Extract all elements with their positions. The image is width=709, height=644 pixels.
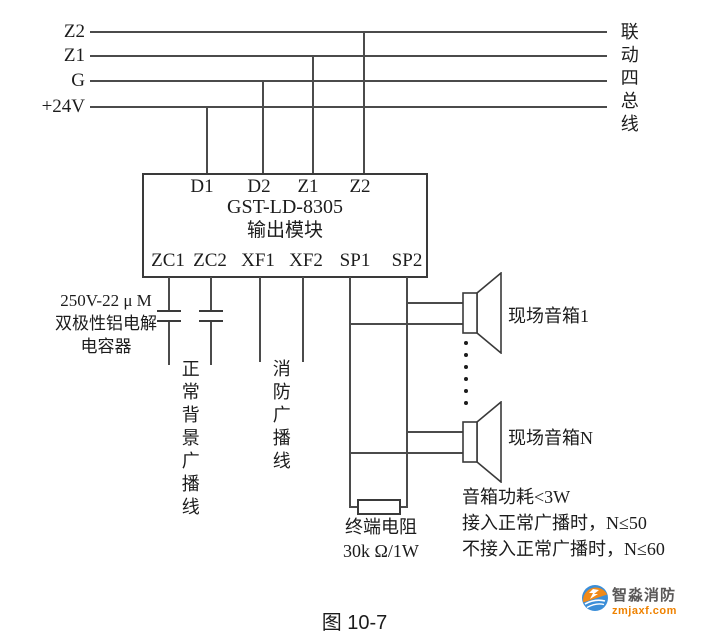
wire-d2-drop [262,81,264,173]
zhimiao-logo-icon [582,585,608,611]
module-box [142,173,428,278]
speaker1-icon [462,272,502,354]
module-model: GST-LD-8305 [227,196,343,218]
wire-xf1 [259,277,261,362]
wire-d1-drop [206,107,208,173]
bus-label-z1: Z1 [63,45,85,66]
wire-zc2-lower [210,322,212,365]
note-without-normal: 不接入正常广播时，N≤60 [462,539,665,559]
speakerN-icon [462,401,502,483]
wire-xf2 [302,277,304,362]
zhimiao-logo: 智淼消防 zmjaxf.com [581,584,677,617]
terminal-sp1: SP1 [339,250,371,271]
capacitor2-icon [199,320,223,322]
bus-side-label: 联动四总线 [618,22,639,137]
note-with-normal: 接入正常广播时，N≤50 [462,513,647,533]
capacitor2-icon [199,310,223,312]
bus-line-g [90,80,607,82]
wire-sp2 [406,277,408,508]
wire-speakerN-bottom [350,452,463,454]
terminal-zc1: ZC1 [151,250,185,271]
bus-line-z1 [90,55,607,57]
terminal-sp2: SP2 [391,250,423,271]
bus-label-z2: Z2 [63,21,85,42]
terminal-xf2: XF2 [289,250,323,271]
wire-zc1-upper [168,277,170,310]
terminal-d2: D2 [247,176,271,197]
ellipsis-dots [464,341,468,405]
wire-speaker1-bottom [350,323,463,325]
module-name: 输出模块 [246,220,323,241]
capacitor-note-line1: 250V-22 μ M [60,291,152,310]
terminal-zc2: ZC2 [193,250,227,271]
capacitor1-icon [157,320,181,322]
note-power: 音箱功耗<3W [462,487,571,507]
resistor-value: 30k Ω/1W [343,541,419,561]
bus-label-g: G [71,70,85,91]
normal-broadcast-label: 正常背景广播线 [179,359,200,520]
wire-zc2-upper [210,277,212,310]
capacitor1-icon [157,310,181,312]
bus-label-24v: +24V [41,96,85,117]
capacitor-note-line2: 双极性铝电解 [55,314,157,333]
wire-zc1-lower [168,322,170,365]
capacitor-note: 250V-22 μ M 双极性铝电解 电容器 [45,289,167,358]
terminal-z1: Z1 [297,176,319,197]
resistor-icon [357,499,401,515]
terminal-xf1: XF1 [241,250,275,271]
fire-broadcast-label: 消防广播线 [270,359,291,474]
logo-site: zmjaxf.com [612,605,677,617]
speaker1-label: 现场音箱1 [508,306,589,326]
bus-line-24v [90,106,607,108]
capacitor-note-line3: 电容器 [80,337,132,356]
terminal-z2: Z2 [349,176,371,197]
wire-z2-drop [363,32,365,173]
wire-speakerN-top [407,431,463,433]
resistor-name: 终端电阻 [345,517,417,537]
wire-sp1 [349,277,351,508]
wire-speaker1-top [407,302,463,304]
logo-name: 智淼消防 [612,587,677,604]
bus-line-z2 [90,31,607,33]
figure-caption: 图 10-7 [321,612,388,634]
wire-z1-drop [312,56,314,173]
terminal-d1: D1 [190,176,214,197]
speakerN-label: 现场音箱N [508,428,593,448]
